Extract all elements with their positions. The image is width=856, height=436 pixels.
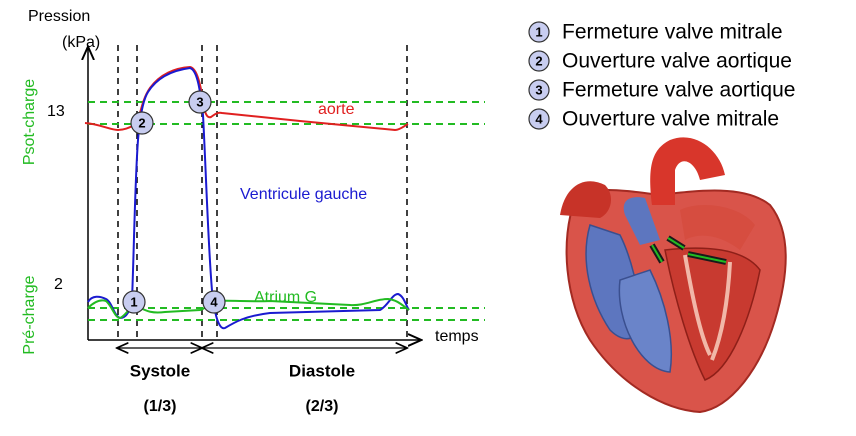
- y-label: 13: [47, 103, 65, 120]
- legend-label: Fermeture valve aortique: [562, 79, 795, 102]
- atrium-curve: [87, 297, 410, 320]
- phase-fraction: (1/3): [144, 398, 177, 415]
- curve-markers: 1 2 3 4: [122, 90, 226, 314]
- curve-label: Ventricule gauche: [240, 186, 367, 203]
- legend: 1 Fermeture valve mitrale 2 Ouverture va…: [528, 21, 795, 131]
- curve-label: aorte: [318, 101, 355, 118]
- y-label: 2: [54, 276, 63, 293]
- phase-fraction: (2/3): [306, 398, 339, 415]
- legend-number: 1: [535, 24, 542, 39]
- x-title: temps: [435, 328, 479, 345]
- zone-label: Psot-charge: [21, 79, 38, 165]
- legend-label: Ouverture valve aortique: [562, 50, 792, 73]
- marker-number: 1: [130, 294, 137, 309]
- marker-number: 4: [210, 294, 218, 309]
- y-title: (kPa): [62, 34, 100, 51]
- heart-illustration: [560, 137, 787, 414]
- legend-label: Fermeture valve mitrale: [562, 21, 783, 44]
- legend-number: 3: [535, 82, 542, 97]
- phase-name: Diastole: [289, 361, 355, 380]
- guides: [88, 45, 485, 340]
- curve-label: Atrium G: [254, 289, 317, 306]
- marker-number: 2: [138, 115, 145, 130]
- legend-label: Ouverture valve mitrale: [562, 108, 779, 131]
- y-title: Pression: [28, 8, 90, 25]
- legend-number: 4: [535, 111, 543, 126]
- legend-number: 2: [535, 53, 542, 68]
- zone-label: Pré-charge: [21, 275, 38, 354]
- phase-name: Systole: [130, 361, 190, 380]
- marker-number: 3: [196, 94, 203, 109]
